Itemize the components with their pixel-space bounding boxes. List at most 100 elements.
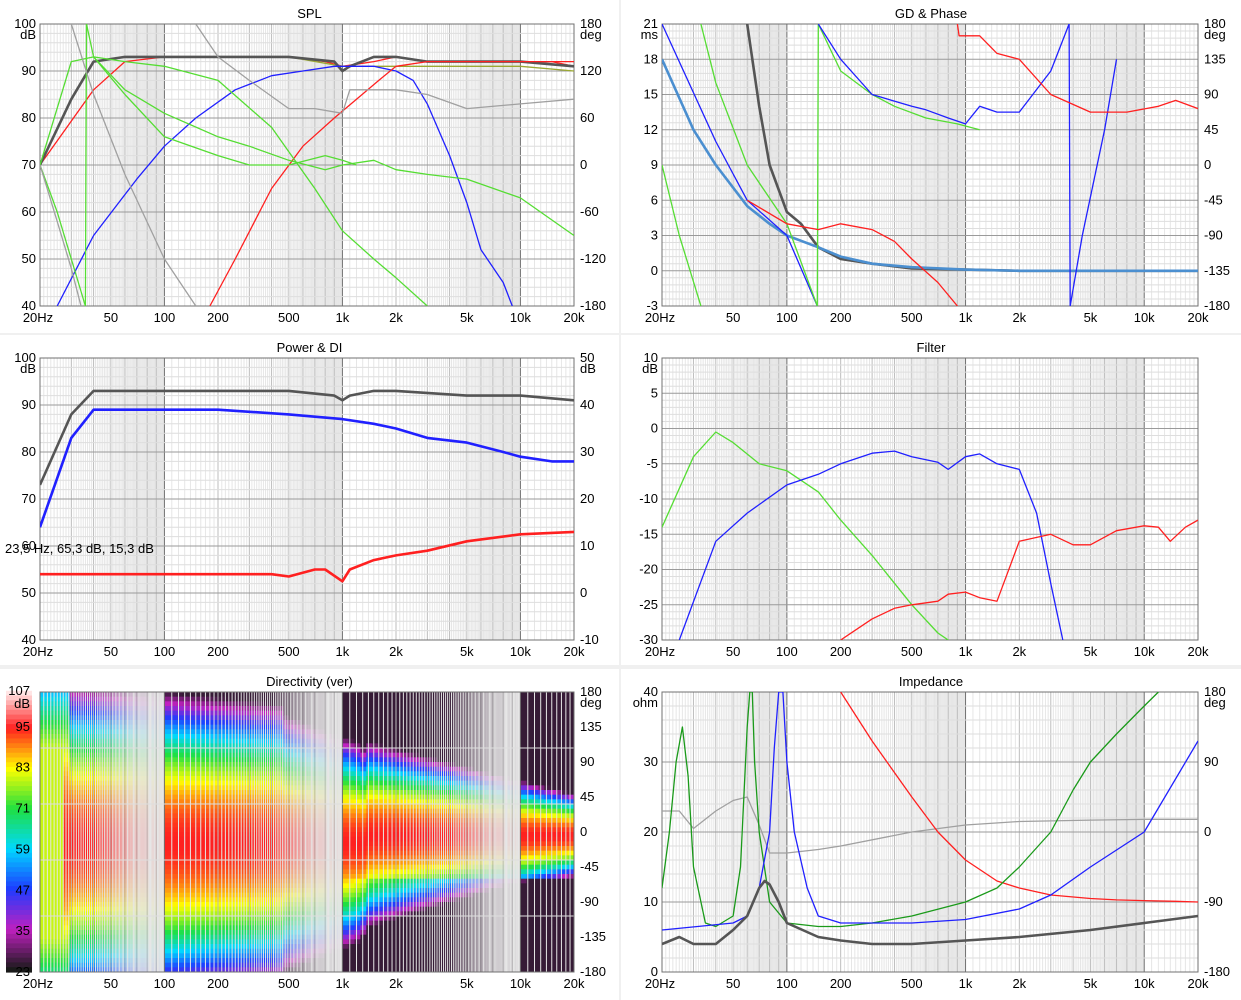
gd-xtick: 2k bbox=[1012, 310, 1026, 325]
impedance-series-4 bbox=[662, 879, 1198, 946]
directivity-ytick-right: -180 bbox=[580, 964, 606, 979]
gd-series-6 bbox=[817, 24, 1070, 125]
directivity-xtick: 100 bbox=[154, 976, 176, 991]
power-ytick-left: 50 bbox=[22, 585, 36, 600]
power-ytick-left: 90 bbox=[22, 397, 36, 412]
impedance-xtick: 1k bbox=[959, 976, 973, 991]
gd-series-5 bbox=[816, 24, 980, 306]
power-yunit-right: dB bbox=[580, 361, 596, 376]
colorbar-tick: 59 bbox=[16, 841, 30, 856]
spl-title: SPL bbox=[297, 6, 322, 21]
filter-series-1 bbox=[678, 450, 1064, 640]
directivity-ytick-right: 0 bbox=[580, 824, 587, 839]
gd-ytick-left: -3 bbox=[646, 298, 658, 313]
impedance-ytick-right: 180 bbox=[1204, 684, 1226, 699]
power-series-1 bbox=[40, 408, 574, 528]
spl-xtick: 20Hz bbox=[23, 310, 53, 325]
colorbar-tick: 95 bbox=[16, 719, 30, 734]
gd-xtick: 1k bbox=[959, 310, 973, 325]
power-ytick-right: 50 bbox=[580, 350, 594, 365]
gd-series-1 bbox=[662, 58, 1198, 273]
impedance-ytick-left: 0 bbox=[651, 964, 658, 979]
filter-ytick-left: -10 bbox=[639, 491, 658, 506]
impedance-ytick-left: 30 bbox=[644, 754, 658, 769]
power-series-2 bbox=[40, 530, 574, 583]
power-ytick-right: 10 bbox=[580, 538, 594, 553]
impedance-series-2 bbox=[662, 692, 1159, 928]
power-ytick-right: 30 bbox=[580, 444, 594, 459]
filter-xtick: 5k bbox=[1084, 644, 1098, 659]
spl-series-3 bbox=[56, 65, 513, 306]
colorbar-tick: 83 bbox=[16, 760, 30, 775]
spl-ytick-left: 60 bbox=[22, 204, 36, 219]
spl-xtick: 500 bbox=[278, 310, 300, 325]
gd-series-9 bbox=[956, 24, 1198, 113]
gd-ytick-right: 135 bbox=[1204, 51, 1226, 66]
impedance-xtick: 100 bbox=[776, 976, 798, 991]
power-xtick: 1k bbox=[336, 644, 350, 659]
directivity-ytick-right: 45 bbox=[580, 789, 594, 804]
gd-ytick-right: -45 bbox=[1204, 192, 1223, 207]
spl-ytick-left: 100 bbox=[14, 16, 36, 31]
power-title: Power & DI bbox=[277, 340, 343, 355]
directivity-ytick-right: -45 bbox=[580, 859, 599, 874]
filter-ytick-left: -5 bbox=[646, 456, 658, 471]
spl-xtick: 50 bbox=[104, 310, 118, 325]
impedance-series-1 bbox=[840, 692, 1198, 903]
impedance-xtick: 500 bbox=[901, 976, 923, 991]
power-ytick-left: 80 bbox=[22, 444, 36, 459]
gd-xtick: 100 bbox=[776, 310, 798, 325]
spl-yunit-left: dB bbox=[20, 27, 36, 42]
gd-title: GD & Phase bbox=[895, 6, 967, 21]
colorbar-unit: dB bbox=[14, 696, 30, 711]
spl-ytick-right: 60 bbox=[580, 110, 594, 125]
spl-series-8 bbox=[84, 24, 357, 306]
impedance-xtick: 5k bbox=[1084, 976, 1098, 991]
spl-ytick-right: 0 bbox=[580, 157, 587, 172]
gd-xtick: 50 bbox=[726, 310, 740, 325]
spl-ytick-left: 40 bbox=[22, 298, 36, 313]
gd-ytick-right: 90 bbox=[1204, 87, 1218, 102]
gd-ytick-right: 0 bbox=[1204, 157, 1211, 172]
directivity-ytick-right: -90 bbox=[580, 894, 599, 909]
spl-ytick-right: -120 bbox=[580, 251, 606, 266]
directivity-panel: 107 95 83 71 59 47 35 23 dB Directivity (ver) 20Hz… bbox=[0, 669, 619, 1000]
impedance-yunit-left: ohm bbox=[633, 695, 658, 710]
impedance-series-3 bbox=[662, 692, 1198, 931]
power-xtick: 20k bbox=[564, 644, 585, 659]
filter-xtick: 100 bbox=[776, 644, 798, 659]
spl-series-11 bbox=[195, 24, 574, 114]
gd-ytick-right: -90 bbox=[1204, 228, 1223, 243]
directivity-xtick: 20Hz bbox=[23, 976, 53, 991]
spl-ytick-right: -180 bbox=[580, 298, 606, 313]
power-xtick: 5k bbox=[460, 644, 474, 659]
directivity-yunit-right: deg bbox=[580, 695, 602, 710]
power-ytick-right: 40 bbox=[580, 397, 594, 412]
spl-ytick-left: 90 bbox=[22, 63, 36, 78]
directivity-xtick: 10k bbox=[510, 976, 531, 991]
power-xtick: 20Hz bbox=[23, 644, 53, 659]
filter-ytick-left: -30 bbox=[639, 632, 658, 647]
impedance-ytick-left: 40 bbox=[644, 684, 658, 699]
gd-xtick: 200 bbox=[830, 310, 852, 325]
gd-yunit-left: ms bbox=[641, 27, 659, 42]
impedance-ytick-left: 10 bbox=[644, 894, 658, 909]
filter-series-2 bbox=[840, 519, 1198, 640]
power-xtick: 2k bbox=[389, 644, 403, 659]
spl-xtick: 100 bbox=[154, 310, 176, 325]
gd-yunit-right: deg bbox=[1204, 27, 1226, 42]
gd-ytick-right: 45 bbox=[1204, 122, 1218, 137]
spl-ytick-right: 180 bbox=[580, 16, 602, 31]
spl-series-5 bbox=[93, 56, 574, 237]
directivity-xtick: 1k bbox=[336, 976, 350, 991]
impedance-xtick: 2k bbox=[1012, 976, 1026, 991]
impedance-series-0 bbox=[662, 796, 1198, 854]
gd-series-7 bbox=[1068, 24, 1118, 306]
gd-ytick-right: -135 bbox=[1204, 263, 1230, 278]
spl-ytick-right: -60 bbox=[580, 204, 599, 219]
directivity-ytick-right: -135 bbox=[580, 929, 606, 944]
